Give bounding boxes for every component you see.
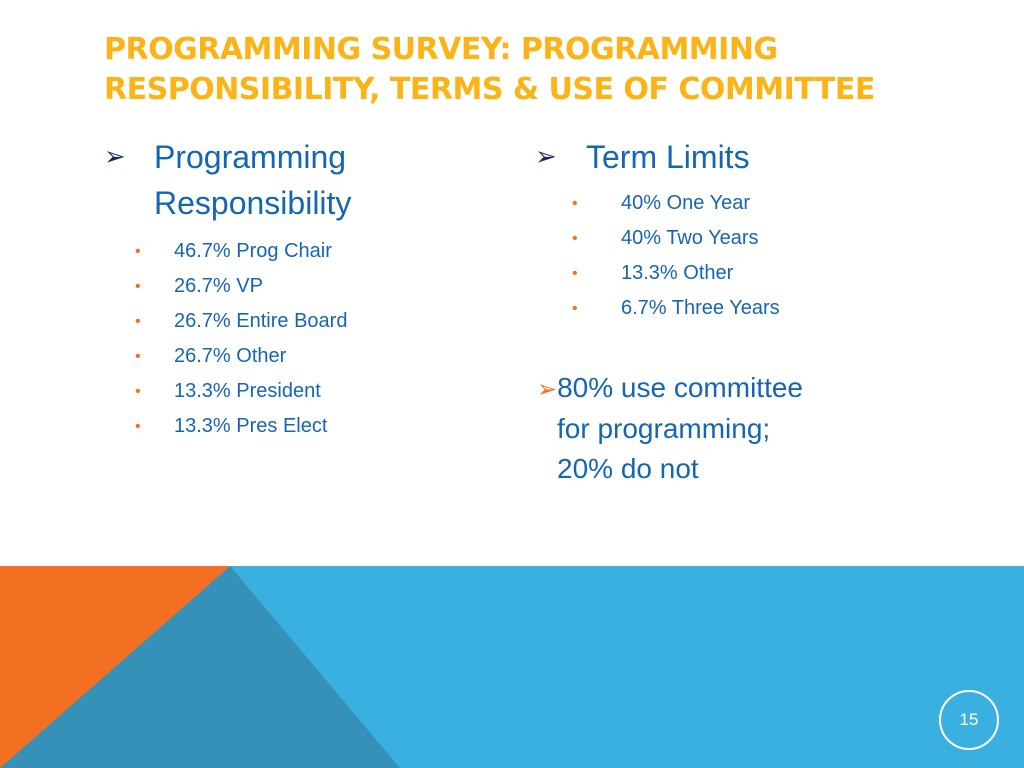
- footer-teal-triangle: [0, 566, 400, 768]
- committee-line-3: 20% do not: [557, 453, 699, 484]
- bullet-dot-icon: •: [135, 278, 141, 295]
- term-limits-heading: ➢ Term Limits: [535, 134, 915, 180]
- bullet-dot-icon: •: [135, 313, 141, 330]
- bullet-dot-icon: •: [572, 300, 578, 317]
- list-item-text: 13.3% President: [174, 380, 321, 402]
- decorative-footer-band: [0, 566, 1024, 768]
- programming-responsibility-list: • 46.7% Prog Chair • 26.7% VP • 26.7% Entir…: [104, 234, 464, 444]
- list-item: • 13.3% Pres Elect: [104, 409, 464, 444]
- bullet-dot-icon: •: [135, 383, 141, 400]
- list-item-text: 40% Two Years: [621, 227, 759, 249]
- bullet-dot-icon: •: [135, 418, 141, 435]
- list-item: • 26.7% VP: [104, 269, 464, 304]
- footer-orange-triangle: [0, 566, 230, 768]
- committee-line-1-text: 80% use committee: [557, 372, 803, 403]
- programming-responsibility-heading: ➢ Programming Responsibility: [104, 134, 464, 226]
- bullet-dot-icon: •: [135, 243, 141, 260]
- slide-title-line-1: Programming Survey: Programming: [104, 32, 778, 67]
- list-item: • 6.7% Three Years: [535, 291, 915, 326]
- bullet-dot-icon: •: [572, 195, 578, 212]
- slide-title: Programming Survey: Programming Responsi…: [104, 30, 984, 110]
- committee-line-1: ➢80% use committee: [537, 368, 917, 409]
- list-item-text: 40% One Year: [621, 192, 750, 214]
- heading-text: Term Limits: [586, 139, 750, 175]
- arrow-bullet-icon: ➢: [104, 142, 126, 172]
- list-item-text: 26.7% Entire Board: [174, 310, 348, 332]
- arrow-bullet-icon: ➢: [535, 142, 557, 172]
- list-item: • 26.7% Other: [104, 339, 464, 374]
- bullet-dot-icon: •: [135, 348, 141, 365]
- list-item: • 13.3% President: [104, 374, 464, 409]
- slide-title-line-2: Responsibility, Terms & Use of Committee: [104, 72, 875, 107]
- term-limits-list: • 40% One Year • 40% Two Years • 13.3% Othe…: [535, 186, 915, 326]
- programming-responsibility-column: ➢ Programming Responsibility • 46.7% Prog…: [104, 134, 464, 444]
- list-item: • 26.7% Entire Board: [104, 304, 464, 339]
- list-item: • 40% One Year: [535, 186, 915, 221]
- heading-line-1: Programming: [154, 139, 347, 175]
- term-limits-column: ➢ Term Limits • 40% One Year • 40% Two Yea…: [535, 134, 915, 326]
- committee-line-2: for programming;: [557, 413, 771, 444]
- list-item-text: 26.7% VP: [174, 275, 263, 297]
- heading-line-2: Responsibility: [154, 185, 352, 221]
- list-item-text: 13.3% Pres Elect: [174, 415, 328, 437]
- arrow-bullet-icon: ➢: [537, 375, 558, 403]
- list-item-text: 6.7% Three Years: [621, 297, 780, 319]
- list-item-text: 13.3% Other: [621, 262, 734, 284]
- bullet-dot-icon: •: [572, 265, 578, 282]
- list-item: • 13.3% Other: [535, 256, 915, 291]
- slide-number-badge: 15: [939, 690, 999, 750]
- list-item: • 40% Two Years: [535, 221, 915, 256]
- bullet-dot-icon: •: [572, 230, 578, 247]
- list-item: • 46.7% Prog Chair: [104, 234, 464, 269]
- list-item-text: 26.7% Other: [174, 345, 287, 367]
- committee-usage-text: ➢80% use committee for programming; 20% …: [537, 368, 917, 489]
- list-item-text: 46.7% Prog Chair: [174, 240, 332, 262]
